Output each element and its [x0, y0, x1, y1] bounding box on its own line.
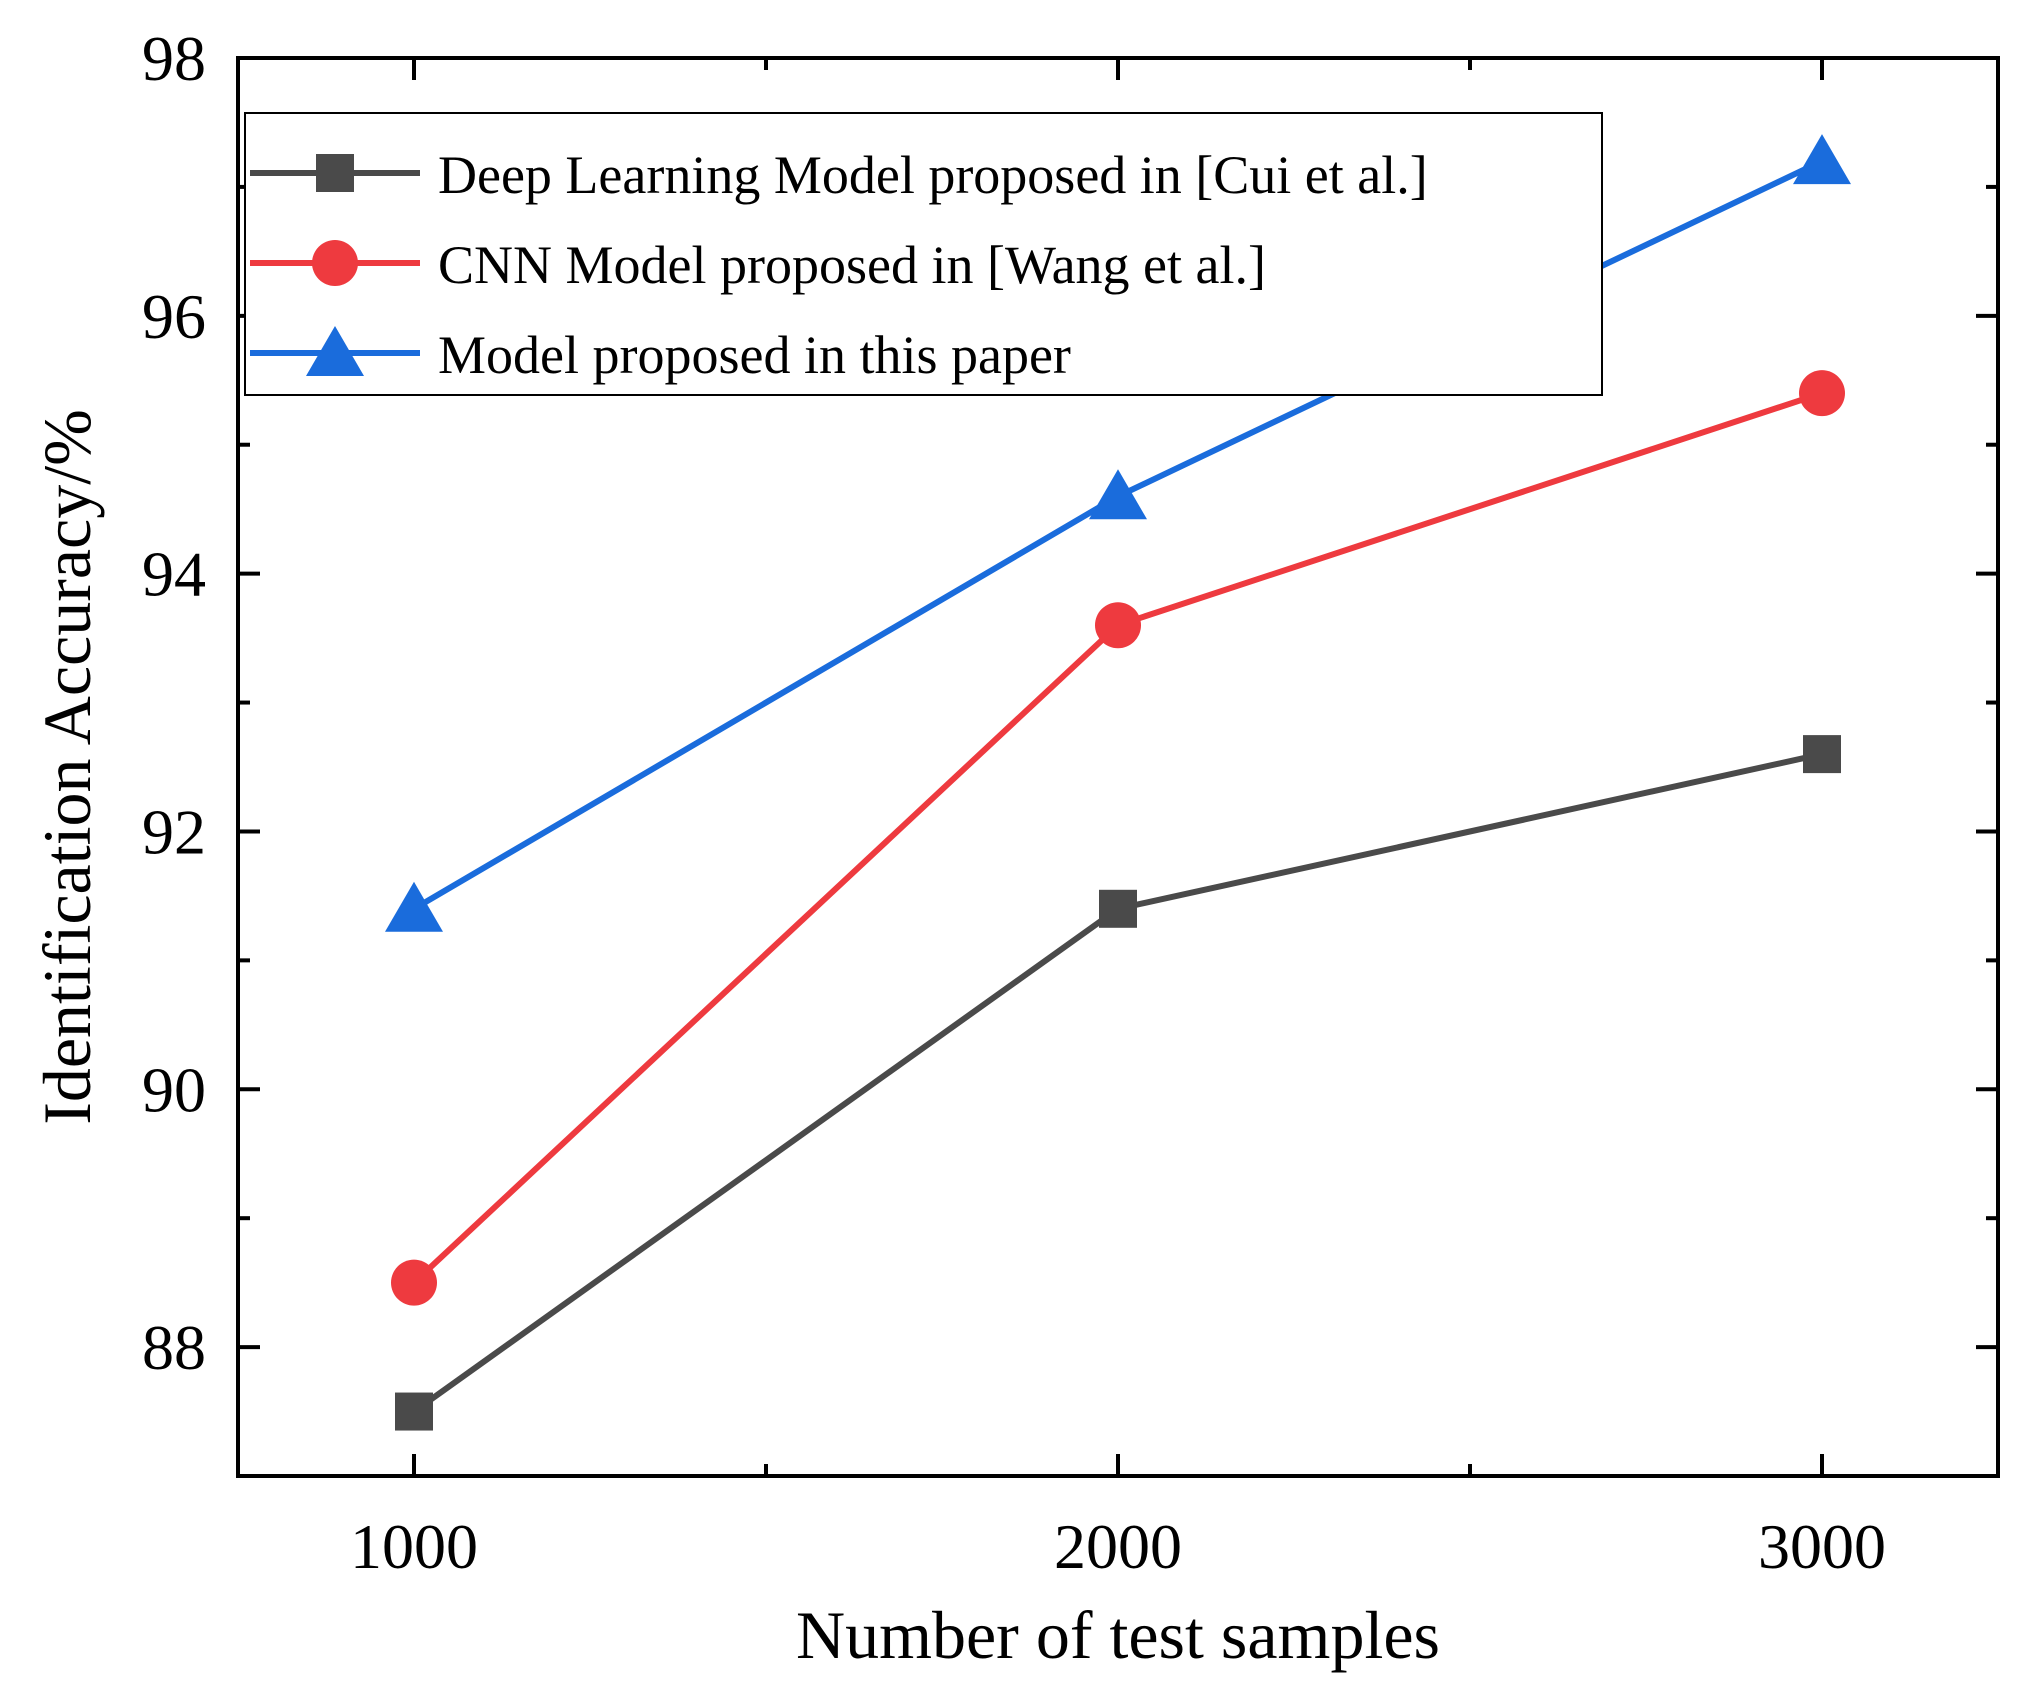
series-2 — [391, 370, 1845, 1306]
legend-item: Deep Learning Model proposed in [Cui et … — [250, 145, 1428, 205]
x-tick-label: 1000 — [350, 1511, 478, 1582]
data-point-square — [1099, 889, 1137, 928]
plot-area-frame — [236, 56, 2000, 1478]
legend-label: Model proposed in this paper — [438, 325, 1071, 385]
data-point-square — [395, 1392, 433, 1431]
data-point-square — [1803, 735, 1841, 774]
series-1 — [395, 735, 1841, 1431]
data-point-circle — [1095, 602, 1141, 649]
series-layer — [385, 134, 1851, 1431]
x-tick-label: 2000 — [1054, 1511, 1182, 1582]
legend-marker-square — [316, 154, 354, 192]
legend: Deep Learning Model proposed in [Cui et … — [244, 112, 1603, 396]
legend-item: CNN Model proposed in [Wang et al.] — [250, 235, 1266, 295]
legend-frame — [244, 112, 1603, 396]
data-point-triangle — [1089, 469, 1147, 520]
data-point-circle — [391, 1259, 437, 1306]
legend-label: Deep Learning Model proposed in [Cui et … — [438, 145, 1428, 205]
legend-marker-triangle — [306, 326, 364, 376]
legend-item: Model proposed in this paper — [250, 325, 1071, 385]
x-axis-title: Number of test samples — [796, 1597, 1440, 1673]
y-tick-label: 96 — [142, 281, 206, 352]
y-tick-label: 92 — [142, 796, 206, 867]
data-point-triangle — [385, 881, 443, 932]
tick-labels: 1000 2000 3000 88 90 92 94 96 98 — [142, 23, 1886, 1582]
data-point-circle — [1799, 370, 1845, 417]
y-tick-label: 98 — [142, 23, 206, 94]
y-tick-label: 88 — [142, 1312, 206, 1383]
data-point-triangle — [1793, 134, 1851, 185]
y-axis-title: Identification Accuracy/% — [29, 409, 105, 1125]
y-tick-label: 90 — [142, 1054, 206, 1125]
y-tick-label: 94 — [142, 539, 206, 610]
x-tick-label: 3000 — [1758, 1511, 1886, 1582]
series-line — [411, 390, 1823, 1285]
legend-label: CNN Model proposed in [Wang et al.] — [438, 235, 1266, 295]
legend-marker-circle — [312, 240, 358, 286]
